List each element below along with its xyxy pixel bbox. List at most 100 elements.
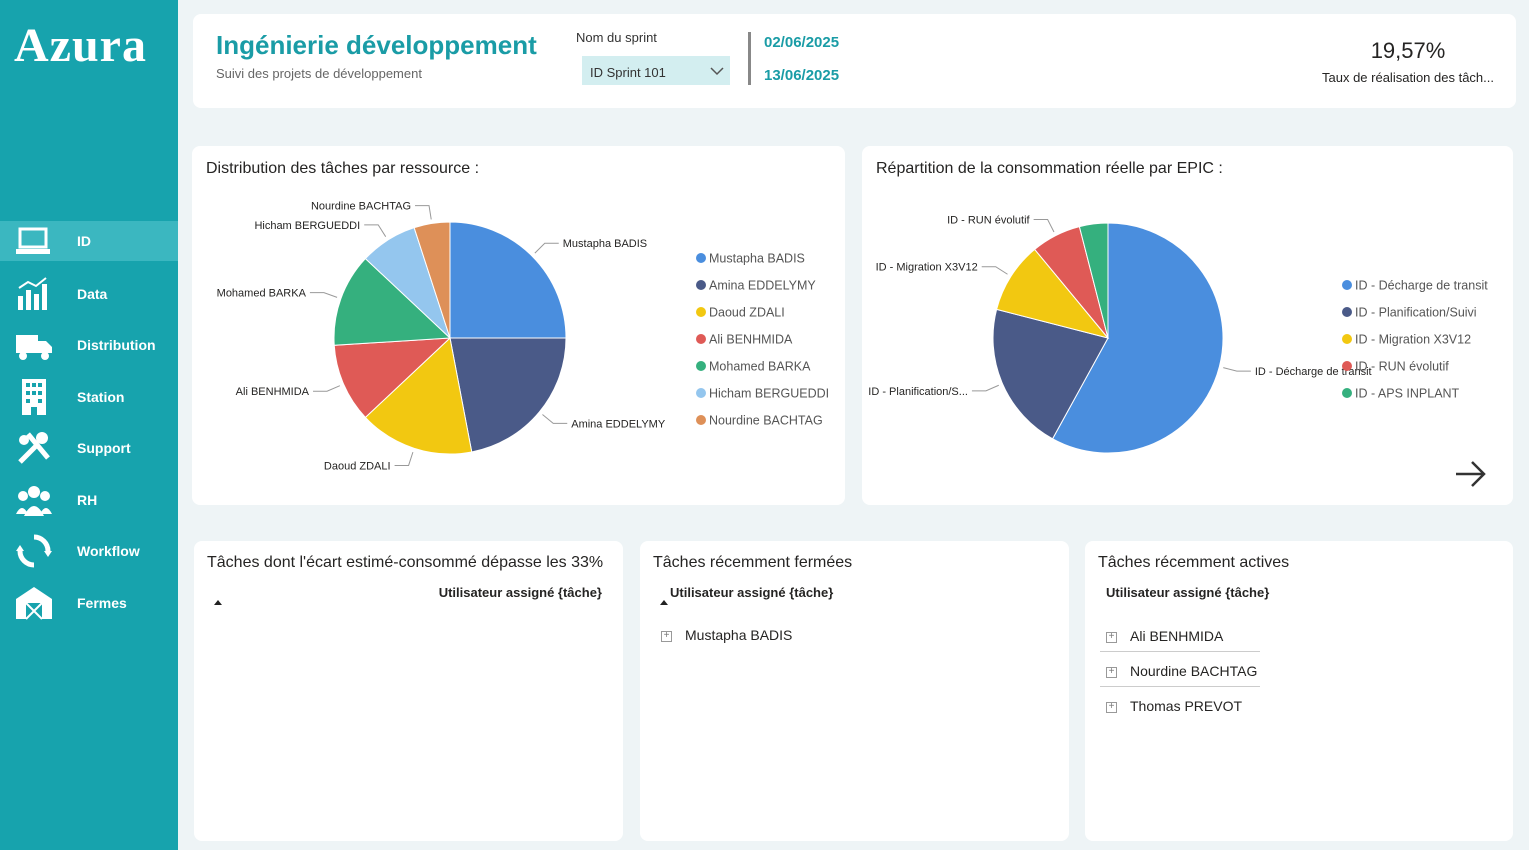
pie-slice — [364, 337, 473, 455]
separator — [748, 32, 751, 85]
expand-button[interactable]: + — [1106, 702, 1117, 713]
leader-line — [309, 292, 338, 298]
leader-line — [415, 205, 432, 220]
menu-label: Station — [77, 389, 125, 405]
legend-label: Mustapha BADIS — [709, 252, 805, 266]
legend-label: ID - APS INPLANT — [1355, 387, 1460, 401]
pie-slice — [1078, 222, 1109, 339]
pie-slice — [449, 221, 567, 339]
data-label: Nourdine BACHTAG — [311, 201, 411, 213]
leader-line — [542, 414, 568, 424]
start-date: 02/06/2025 — [764, 34, 840, 51]
chart-title: Distribution des tâches par ressource : — [206, 160, 480, 177]
legend-marker — [696, 361, 706, 371]
legend-marker — [696, 334, 706, 344]
chart-title: Répartition de la consommation réelle pa… — [876, 160, 1223, 177]
pie-slice — [333, 257, 452, 346]
table-title: Tâches dont l'écart estimé-consommé dépa… — [207, 554, 604, 571]
menu-item[interactable]: Station — [0, 377, 178, 417]
leader-line — [313, 385, 341, 392]
pie-slice — [996, 248, 1110, 339]
end-date: 13/06/2025 — [764, 67, 840, 84]
column-header[interactable]: Utilisateur assigné {tâche} — [1106, 585, 1270, 600]
sprint-dropdown[interactable]: ID Sprint 101 — [582, 56, 730, 85]
expand-button[interactable]: + — [1106, 632, 1117, 643]
table-title: Tâches récemment fermées — [653, 554, 853, 571]
pie-slice — [992, 308, 1109, 440]
menu-icon — [18, 277, 47, 310]
legend-marker — [1342, 388, 1352, 398]
menu-item[interactable]: RH — [0, 480, 178, 520]
leader-line — [534, 242, 559, 254]
page-subtitle: Suivi des projets de développement — [216, 66, 422, 81]
legend-label: Hicham BERGUEDDI — [709, 387, 829, 401]
data-label: Hicham BERGUEDDI — [254, 220, 360, 232]
menu-item[interactable]: Distribution — [0, 325, 178, 365]
menu-label: ID — [77, 233, 91, 249]
row-divider — [1100, 686, 1260, 687]
data-label: Amina EDDELYMY — [571, 418, 666, 430]
column-header[interactable]: Utilisateur assigné {tâche} — [670, 585, 834, 600]
legend-label: Mohamed BARKA — [709, 360, 811, 374]
data-label: Daoud ZDALI — [324, 460, 391, 472]
menu-icon — [16, 534, 52, 568]
menu-item[interactable]: Fermes — [0, 583, 178, 623]
table-card — [640, 541, 1069, 841]
next-arrow[interactable] — [1456, 461, 1486, 487]
expand-button[interactable]: + — [661, 631, 672, 642]
legend-marker — [696, 253, 706, 263]
legend-label: Nourdine BACHTAG — [709, 414, 823, 428]
legend-label: ID - Décharge de transit — [1355, 279, 1488, 293]
leader-line — [981, 266, 1008, 275]
page-title: Ingénierie développement — [216, 30, 537, 60]
expand-button[interactable]: + — [1106, 667, 1117, 678]
sprint-label: Nom du sprint — [576, 30, 657, 45]
menu-icon — [16, 587, 52, 620]
legend-marker — [696, 388, 706, 398]
legend-marker — [1342, 334, 1352, 344]
leader-line — [394, 451, 414, 466]
table-row: Ali BENHMIDA — [1130, 628, 1224, 644]
column-header[interactable]: Utilisateur assigné {tâche} — [438, 585, 602, 600]
table-row: Thomas PREVOT — [1130, 698, 1243, 714]
menu-label: Data — [77, 286, 108, 302]
sort-indicator — [214, 600, 222, 605]
legend-label: Ali BENHMIDA — [709, 333, 793, 347]
data-label: Ali BENHMIDA — [236, 386, 310, 398]
data-label: Mustapha BADIS — [563, 238, 647, 250]
logo: Azura — [14, 19, 147, 72]
legend-marker — [696, 280, 706, 290]
menu-icon — [22, 379, 46, 415]
menu-item[interactable]: ID — [0, 221, 178, 261]
menu-item[interactable]: Support — [0, 428, 178, 468]
legend-label: Amina EDDELYMY — [709, 279, 816, 293]
menu-label: Workflow — [77, 543, 140, 559]
table-row: Mustapha BADIS — [685, 627, 793, 643]
legend-marker — [696, 415, 706, 425]
legend-marker — [696, 307, 706, 317]
pie-slice — [333, 337, 452, 419]
menu-icon — [16, 227, 50, 254]
row-divider — [1100, 651, 1260, 652]
data-label: ID - Migration X3V12 — [876, 262, 978, 274]
legend-label: ID - Planification/Suivi — [1355, 306, 1477, 320]
legend-label: ID - Migration X3V12 — [1355, 333, 1471, 347]
menu-label: Distribution — [77, 337, 156, 353]
leader-line — [971, 384, 999, 392]
kpi-label: Taux de réalisation des tâch... — [1322, 70, 1494, 85]
data-label: ID - Planification/S... — [868, 386, 968, 398]
menu-item[interactable]: Workflow — [0, 531, 178, 571]
legend-marker — [1342, 307, 1352, 317]
sprint-value: ID Sprint 101 — [590, 65, 666, 80]
table-card — [194, 541, 623, 841]
data-label: ID - RUN évolutif — [947, 214, 1030, 226]
menu-label: Fermes — [77, 595, 127, 611]
menu-icon — [16, 335, 52, 360]
menu-item[interactable]: Data — [0, 274, 178, 314]
table-row: Nourdine BACHTAG — [1130, 663, 1258, 679]
data-label: Mohamed BARKA — [217, 288, 307, 300]
table-card — [1085, 541, 1513, 841]
leader-line — [364, 224, 387, 237]
